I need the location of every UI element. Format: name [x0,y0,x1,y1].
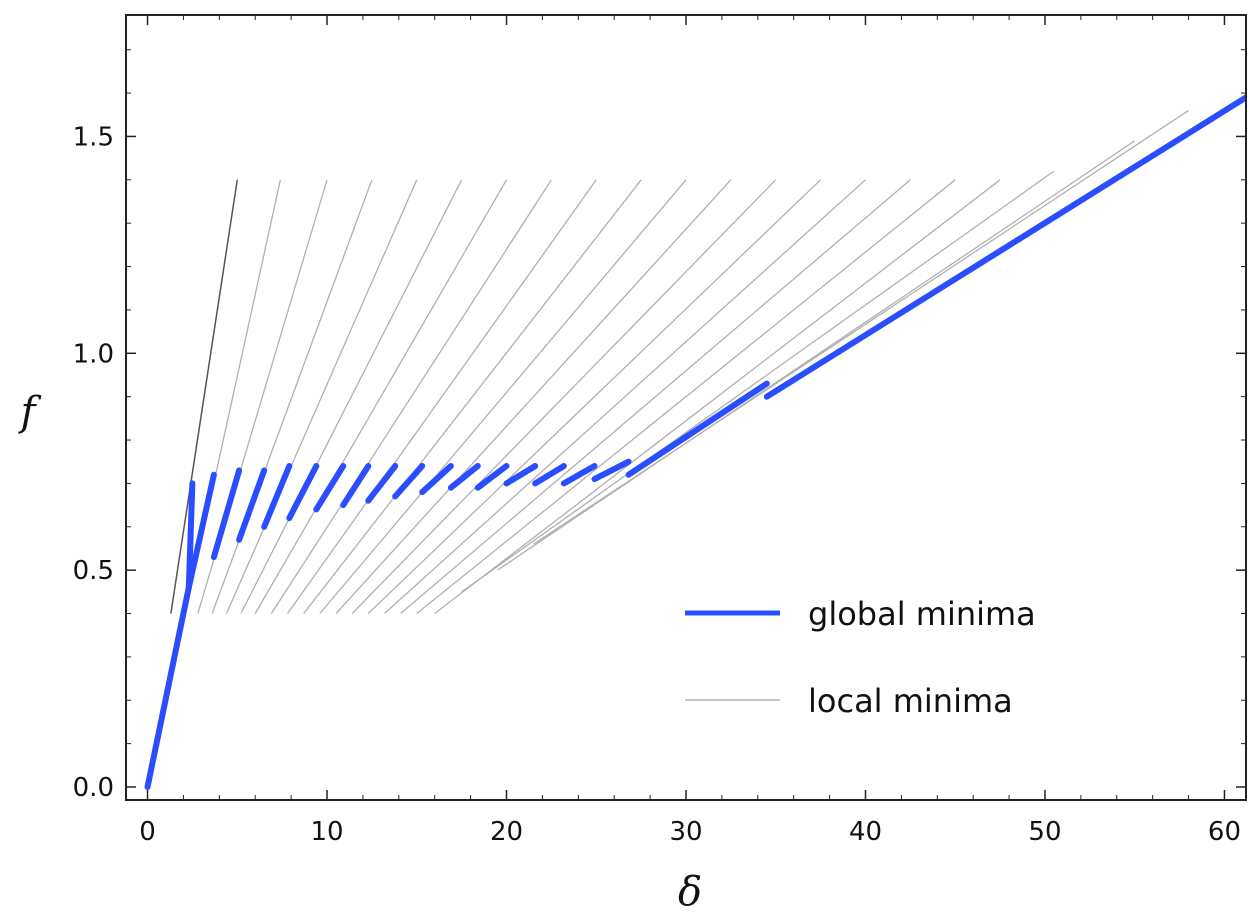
global-minima-segment-9 [392,463,426,500]
local-minima-line-8 [287,179,597,614]
local-minima-line-16 [416,179,956,615]
y-tick-label: 0.0 [73,773,114,803]
x-axis-label: δ [678,869,702,915]
global-minima-segment-17 [625,380,770,478]
local-minima-line-4 [225,179,418,614]
y-tick-label: 0.5 [73,556,114,586]
y-tick-label: 1.5 [73,122,114,152]
local-minima-line-18 [461,170,1055,593]
x-tick-label: 50 [1028,817,1061,847]
global-minima-segment-13 [503,463,539,487]
local-minima-line-14 [384,179,866,614]
local-minima-line-5 [240,179,463,614]
x-tick-label: 60 [1208,817,1241,847]
global-minima-segment-18 [763,94,1246,400]
local-minima-series [170,109,1189,615]
local-minima-line-12 [351,179,777,614]
global-minima-segment-4 [261,463,293,530]
x-tick-label: 20 [490,817,523,847]
legend-label-local: local minima [808,682,1013,720]
global-minima-segment-14 [532,463,567,487]
local-minima-line-11 [335,179,732,614]
legend: global minima local minima [685,595,1036,720]
x-tick-label: 0 [139,817,156,847]
global-minima-segment-0 [144,480,196,790]
plot-frame [125,14,1247,801]
minor-ticks [126,15,1246,800]
global-minima-segment-2 [210,467,243,561]
local-minima-line-0 [170,179,239,614]
local-minima-line-10 [319,179,687,614]
global-minima-segment-10 [419,463,454,496]
x-tick-label: 30 [669,817,702,847]
local-minima-line-20 [533,109,1189,545]
global-minima-segment-11 [447,463,481,491]
x-tick-label: 40 [849,817,882,847]
local-minima-line-19 [497,140,1136,571]
y-axis-ticks: 0.0 0.5 1.0 1.5 [73,122,1246,803]
global-minima-segment-16 [591,458,632,483]
local-minima-line-17 [434,179,1001,615]
y-tick-label: 1.0 [73,339,114,369]
local-minima-line-13 [367,179,822,614]
legend-label-global: global minima [808,595,1036,633]
local-minima-line-6 [254,179,508,614]
global-minima-segment-3 [236,467,268,543]
global-minima-segment-7 [340,463,372,509]
global-minima-segment-15 [560,463,598,487]
local-minima-line-3 [211,179,373,614]
y-axis-label: f [18,389,42,435]
global-minima-segment-1 [185,471,217,591]
global-minima-segment-6 [313,463,347,513]
x-axis-ticks: 0 10 20 30 40 50 60 [139,15,1241,847]
global-minima-segment-8 [365,463,399,504]
global-minima-segment-5 [286,463,320,522]
global-minima-segment-12 [474,463,510,491]
local-minima-line-9 [303,179,642,614]
x-tick-label: 10 [310,817,343,847]
global-minima-series [144,94,1246,790]
local-minima-line-15 [400,179,911,615]
local-minima-line-7 [270,179,552,614]
